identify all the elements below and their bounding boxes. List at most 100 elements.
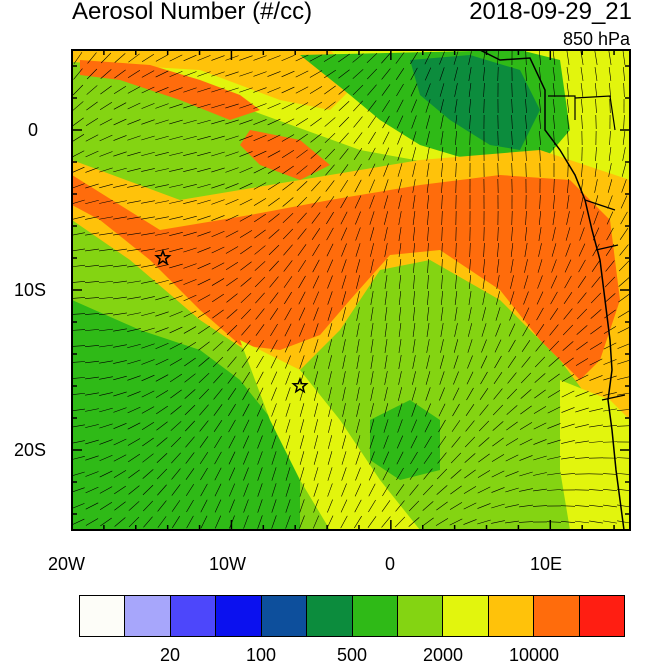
wind-barb — [183, 184, 197, 188]
wind-barb — [72, 183, 85, 189]
wind-barb — [241, 356, 251, 368]
wind-barb — [99, 200, 113, 204]
wind-barb — [156, 468, 168, 480]
wind-barb — [254, 276, 266, 288]
wind-barb — [482, 291, 486, 305]
wind-barb — [341, 259, 347, 273]
wind-barb — [73, 52, 83, 64]
wind-barb — [99, 232, 113, 236]
wind-barb — [269, 308, 279, 320]
wind-barb — [198, 357, 210, 367]
wind-barb — [113, 470, 127, 478]
wind-barb — [313, 435, 319, 449]
wind-barb — [312, 515, 320, 529]
wind-barb — [169, 70, 183, 78]
wind-barb — [267, 150, 281, 158]
wind-barb — [382, 147, 390, 161]
wind-barb — [212, 356, 224, 368]
wind-barb — [310, 101, 322, 111]
wind-barb — [454, 99, 458, 113]
wind-barb — [127, 216, 141, 220]
wind-barb — [267, 71, 281, 77]
wind-barb — [298, 275, 306, 289]
wind-barb — [113, 407, 127, 413]
wind-barb — [575, 520, 589, 524]
wind-barb — [523, 275, 529, 289]
wind-barb — [370, 307, 374, 321]
wind-barb — [239, 166, 253, 174]
wind-barb — [285, 435, 291, 449]
wind-barb — [412, 163, 416, 177]
wind-barb — [312, 291, 320, 305]
wind-barb — [72, 377, 85, 379]
wind-barb — [239, 151, 253, 157]
colorbar — [79, 595, 625, 637]
wind-barb — [297, 259, 307, 273]
wind-barb — [228, 483, 236, 497]
wind-barb — [197, 87, 211, 93]
wind-barb — [213, 388, 223, 400]
wind-barb — [395, 500, 405, 512]
wind-barb — [141, 359, 155, 365]
wind-barb — [464, 453, 476, 463]
wind-barb — [281, 134, 295, 142]
wind-barb — [241, 340, 251, 352]
colorbar-cell — [80, 596, 126, 636]
wind-barb — [595, 146, 597, 162]
wind-barb — [384, 371, 388, 385]
wind-barb — [604, 309, 616, 319]
wind-barb — [384, 259, 388, 273]
wind-barb — [338, 69, 350, 79]
wind-barb — [254, 245, 266, 255]
wind-barb — [589, 424, 603, 428]
wind-barb — [411, 147, 417, 161]
wind-barb — [285, 419, 291, 433]
wind-barb — [589, 504, 603, 508]
wind-barb — [384, 211, 388, 225]
wind-barb — [505, 471, 519, 477]
wind-barb — [354, 179, 362, 193]
wind-barb — [552, 51, 556, 65]
wind-barb — [72, 134, 85, 142]
wind-barb — [141, 70, 155, 78]
wind-barb — [214, 483, 222, 497]
wind-barb — [482, 275, 486, 289]
wind-barb — [254, 213, 266, 223]
wind-barb — [211, 246, 225, 254]
wind-barb — [617, 488, 630, 492]
wind-barb — [398, 259, 402, 273]
wind-barb — [426, 195, 430, 209]
wind-barb — [505, 487, 519, 493]
wind-barb — [211, 199, 225, 205]
wind-barb — [213, 420, 223, 432]
wind-barb — [339, 132, 349, 144]
wind-barb — [398, 243, 402, 257]
wind-barb — [619, 244, 629, 256]
wind-barb — [581, 162, 583, 178]
wind-barb — [72, 471, 85, 477]
wind-barb — [325, 180, 335, 192]
wind-barb — [324, 101, 336, 111]
wind-barb — [547, 472, 561, 476]
wind-barb — [511, 114, 513, 130]
wind-barb — [197, 231, 211, 237]
wind-barb — [327, 451, 333, 465]
wind-barb — [483, 242, 485, 258]
wind-barb — [454, 323, 458, 337]
wind-barb — [394, 516, 406, 528]
wind-barb — [435, 518, 449, 526]
x-tick-20w: 20W — [48, 554, 86, 574]
wind-barb — [539, 194, 541, 210]
wind-barb — [271, 387, 277, 401]
wind-barb — [412, 307, 416, 321]
wind-barb — [353, 148, 363, 160]
wind-barb — [269, 292, 279, 304]
wind-barb — [270, 323, 278, 337]
wind-barb — [524, 227, 528, 241]
wind-barb — [495, 307, 501, 321]
wind-barb — [297, 244, 307, 256]
wind-barb — [200, 499, 208, 513]
wind-barb — [564, 259, 572, 273]
wind-barb — [72, 166, 85, 173]
